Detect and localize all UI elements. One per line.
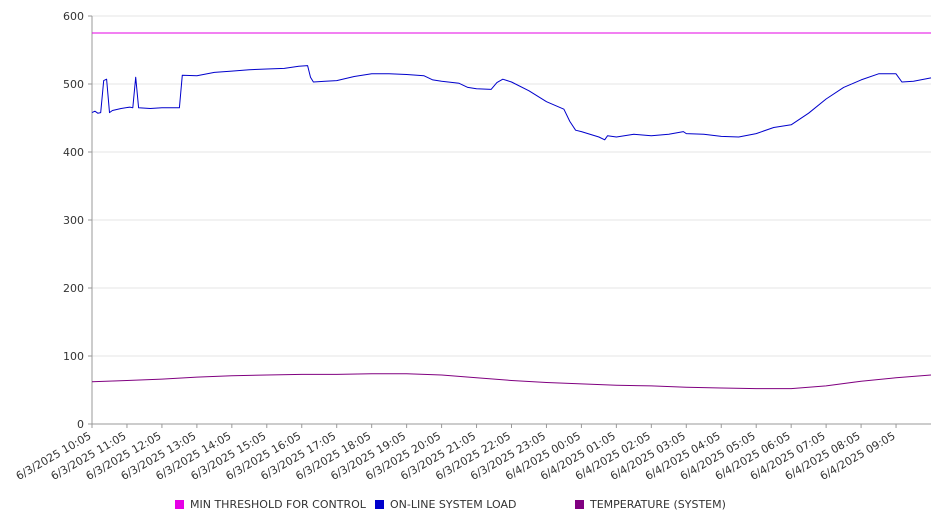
legend-label-system-load: ON-LINE SYSTEM LOAD	[390, 498, 517, 511]
y-tick-label: 400	[63, 146, 84, 159]
legend-swatch-temperature	[575, 500, 584, 509]
y-tick-label: 100	[63, 350, 84, 363]
y-axis-ticks: 0 100 200 300 400 500 600	[63, 10, 92, 431]
legend-item-temperature[interactable]: TEMPERATURE (SYSTEM)	[575, 498, 726, 511]
y-tick-label: 300	[63, 214, 84, 227]
series-line-system-load	[91, 65, 932, 141]
series-line-temperature	[91, 373, 932, 390]
y-tick-label: 0	[77, 418, 84, 431]
y-tick-label: 500	[63, 78, 84, 91]
x-axis-ticks: 6/3/2025 10:056/3/2025 11:056/3/2025 12:…	[14, 424, 898, 483]
legend-label-temperature: TEMPERATURE (SYSTEM)	[590, 498, 726, 511]
legend: MIN THRESHOLD FOR CONTROL ON-LINE SYSTEM…	[0, 498, 946, 516]
legend-swatch-min-threshold	[175, 500, 184, 509]
series-lines	[91, 32, 932, 390]
legend-label-min-threshold: MIN THRESHOLD FOR CONTROL	[190, 498, 366, 511]
y-tick-label: 200	[63, 282, 84, 295]
y-tick-label: 600	[63, 10, 84, 23]
legend-swatch-system-load	[375, 500, 384, 509]
legend-item-system-load[interactable]: ON-LINE SYSTEM LOAD	[375, 498, 516, 511]
legend-item-min-threshold[interactable]: MIN THRESHOLD FOR CONTROL	[175, 498, 366, 511]
gridlines	[92, 15, 931, 357]
